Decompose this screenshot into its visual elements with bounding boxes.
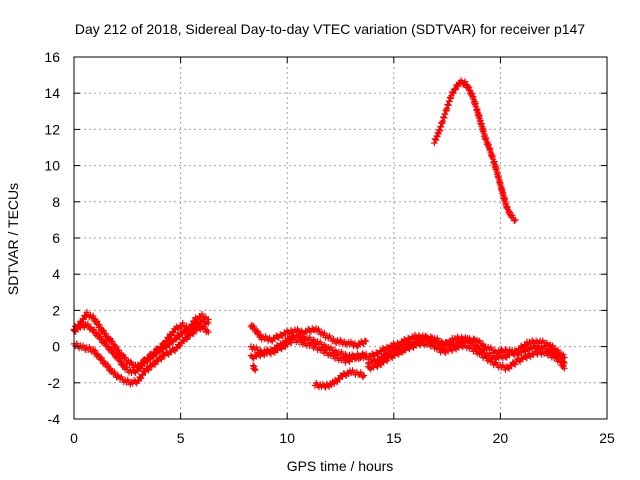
- data-point: [254, 328, 262, 335]
- data-point: [342, 351, 349, 358]
- data-point: [100, 327, 107, 334]
- data-point: [556, 356, 564, 363]
- data-point: [102, 330, 110, 338]
- data-points: [70, 77, 568, 391]
- data-point: [451, 86, 459, 94]
- series-trace-d: [247, 321, 370, 350]
- data-point: [93, 318, 101, 325]
- x-axis-label: GPS time / hours: [287, 458, 394, 474]
- data-point: [172, 336, 179, 343]
- series-trace-k: [365, 337, 568, 373]
- data-point: [110, 348, 117, 355]
- data-point: [561, 365, 568, 372]
- data-point: [178, 330, 185, 338]
- data-point: [98, 354, 105, 361]
- data-point: [299, 333, 307, 340]
- data-point: [115, 347, 122, 354]
- data-point: [205, 319, 212, 327]
- data-point: [450, 89, 457, 97]
- data-point: [560, 362, 567, 369]
- y-tick-label: 0: [52, 339, 60, 355]
- data-point: [383, 357, 391, 365]
- data-point: [278, 345, 285, 353]
- data-point: [116, 355, 123, 362]
- data-point: [250, 323, 257, 330]
- series-trace-h: [249, 362, 259, 374]
- data-point: [103, 340, 111, 348]
- data-point: [559, 360, 566, 367]
- data-point: [145, 366, 152, 374]
- data-point: [288, 339, 295, 346]
- series-trace-g: [311, 367, 368, 391]
- x-tick-label: 15: [386, 430, 402, 446]
- y-tick-label: 4: [52, 266, 60, 282]
- series-trace-a: [70, 309, 212, 371]
- data-point: [96, 321, 103, 329]
- data-point: [89, 312, 97, 320]
- x-tick-label: 10: [279, 430, 295, 446]
- data-point: [504, 203, 511, 210]
- data-point: [559, 363, 567, 371]
- data-point: [190, 330, 197, 338]
- x-tick-label: 0: [70, 430, 78, 446]
- data-point: [360, 372, 368, 379]
- data-point: [146, 356, 153, 363]
- data-point: [113, 343, 120, 351]
- data-point: [203, 318, 211, 326]
- data-point: [165, 341, 173, 348]
- data-point: [109, 337, 116, 345]
- data-point: [461, 78, 469, 85]
- x-tick-label: 5: [177, 430, 185, 446]
- y-tick-label: 2: [52, 302, 60, 318]
- data-point: [557, 359, 565, 366]
- data-point: [205, 328, 212, 336]
- series-trace-b: [70, 316, 212, 377]
- data-point: [511, 361, 519, 368]
- data-point: [512, 216, 519, 224]
- y-tick-label: 6: [52, 230, 60, 246]
- data-point: [432, 136, 440, 144]
- y-axis-label: SDTVAR / TECUs: [5, 183, 21, 295]
- data-point: [359, 373, 367, 381]
- data-point: [559, 355, 567, 362]
- data-point: [511, 217, 518, 224]
- data-point: [465, 84, 473, 91]
- data-point: [252, 366, 259, 374]
- y-tick-label: 12: [44, 121, 60, 137]
- grid-lines: [74, 57, 607, 419]
- axis-ticks: 0 5 10 15 20 25 -4 -2 0 2 4 6 8 10 12 14 16: [44, 49, 615, 446]
- data-point: [362, 337, 370, 345]
- y-tick-label: 8: [52, 194, 60, 210]
- data-point: [464, 82, 471, 89]
- data-point: [91, 347, 99, 354]
- data-point: [104, 361, 112, 369]
- data-point: [152, 350, 160, 358]
- series-trace-f: [247, 334, 370, 366]
- y-tick-label: -4: [48, 411, 61, 427]
- data-point: [97, 333, 104, 340]
- x-tick-label: 25: [599, 430, 615, 446]
- data-point: [90, 326, 98, 333]
- data-point: [120, 361, 127, 368]
- series-trace-l: [431, 77, 519, 224]
- data-point: [114, 372, 121, 379]
- y-tick-label: 14: [44, 85, 60, 101]
- data-point: [158, 356, 165, 363]
- data-point: [183, 336, 191, 343]
- data-point: [470, 335, 477, 342]
- data-point: [310, 336, 317, 344]
- x-tick-label: 20: [493, 430, 509, 446]
- y-tick-label: 16: [44, 49, 60, 65]
- y-tick-label: 10: [44, 158, 60, 174]
- chart-title: Day 212 of 2018, Sidereal Day-to-day VTE…: [75, 21, 585, 37]
- y-tick-label: -2: [48, 375, 61, 391]
- data-point: [151, 361, 159, 368]
- series-trace-c: [70, 322, 212, 388]
